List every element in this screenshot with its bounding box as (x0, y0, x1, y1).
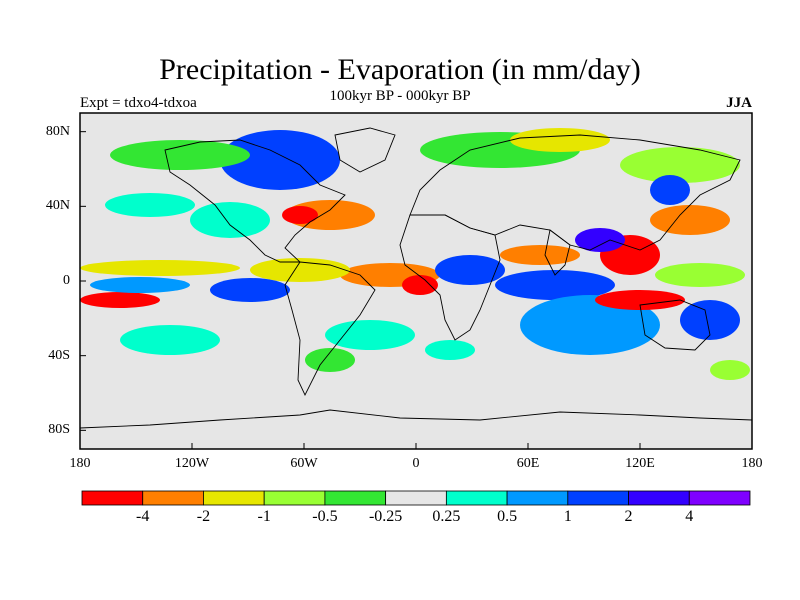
colorbar-swatch (324, 490, 387, 506)
colorbar-swatch (628, 490, 690, 506)
lon-tick-label: 0 (412, 456, 420, 471)
field-region (250, 258, 350, 282)
colorbar-swatch (81, 490, 144, 506)
coastline-africa (399, 214, 501, 341)
coastline-eurasia (409, 134, 741, 251)
field-region (105, 193, 195, 217)
field-region (90, 277, 190, 293)
lon-tick-label: 120E (625, 456, 655, 471)
field-region (210, 278, 290, 302)
lat-tick-label: 40S (48, 347, 70, 363)
lon-tick-label: 180 (69, 456, 91, 471)
coastline-india (544, 229, 571, 276)
colorbar-swatch (263, 490, 326, 506)
field-region (595, 290, 685, 310)
coastline-greenland (334, 127, 396, 173)
colorbar-swatch (445, 490, 508, 506)
coastline-antarctica (79, 409, 753, 429)
colorbar-swatch (142, 490, 204, 506)
coastline-australia (639, 299, 711, 351)
field-region (650, 205, 730, 235)
colorbar-label: 0.25 (432, 508, 461, 525)
field-region (520, 295, 660, 355)
field-region (435, 255, 505, 285)
lon-tick-label: 60W (290, 456, 318, 471)
field-region (325, 320, 415, 350)
colorbar-swatch (688, 490, 751, 506)
lon-tick-label: 120W (174, 456, 210, 471)
lat-tick-label: 40N (45, 198, 70, 214)
field-region (110, 140, 250, 170)
colorbar-label: 1 (563, 508, 572, 525)
field-region (402, 275, 438, 295)
field-region (500, 245, 580, 265)
colorbar-swatch (203, 490, 265, 506)
field-region (425, 340, 475, 360)
field-region (650, 175, 690, 205)
colorbar (81, 490, 751, 506)
coastlines (79, 127, 753, 429)
colorbar-label: -1 (257, 508, 271, 525)
colorbar-swatch (385, 490, 447, 506)
chart-title: Precipitation - Evaporation (in mm/day) (159, 53, 641, 86)
field-region (575, 228, 625, 252)
lat-tick-label: 80S (48, 422, 70, 438)
colorbar-swatch (567, 490, 629, 506)
colorbar-swatch (506, 490, 569, 506)
axis-ticks (79, 131, 753, 449)
field-region (680, 300, 740, 340)
field-region (190, 202, 270, 238)
season-label: JJA (726, 95, 752, 111)
field-region (80, 260, 240, 276)
field-region (305, 348, 355, 372)
field-region (80, 292, 160, 308)
lat-tick-label: 0 (63, 273, 70, 288)
lon-tick-label: 60E (516, 456, 540, 471)
field-region (282, 206, 318, 224)
colorbar-label: -0.25 (368, 508, 403, 525)
colorbar-label: -0.5 (312, 508, 338, 525)
lon-tick-label: 180 (741, 456, 763, 471)
colorbar-label: 2 (624, 508, 633, 525)
field-region (710, 360, 750, 380)
field-region (120, 325, 220, 355)
lat-tick-label: 80N (45, 123, 70, 139)
coastline-north-america (164, 139, 346, 263)
colorbar-label: -4 (136, 508, 150, 525)
field-region (620, 147, 740, 183)
chart-subtitle: 100kyr BP - 000kyr BP (329, 88, 471, 104)
field-region (495, 270, 615, 300)
field-region (655, 263, 745, 287)
field-region (510, 128, 610, 152)
coastline-south-america (284, 261, 376, 397)
colorbar-label: 0.5 (497, 508, 518, 525)
experiment-label: Expt = tdxo4-tdxoa (80, 95, 197, 111)
colorbar-label: 4 (685, 508, 694, 525)
colorbar-label: -2 (196, 508, 211, 525)
